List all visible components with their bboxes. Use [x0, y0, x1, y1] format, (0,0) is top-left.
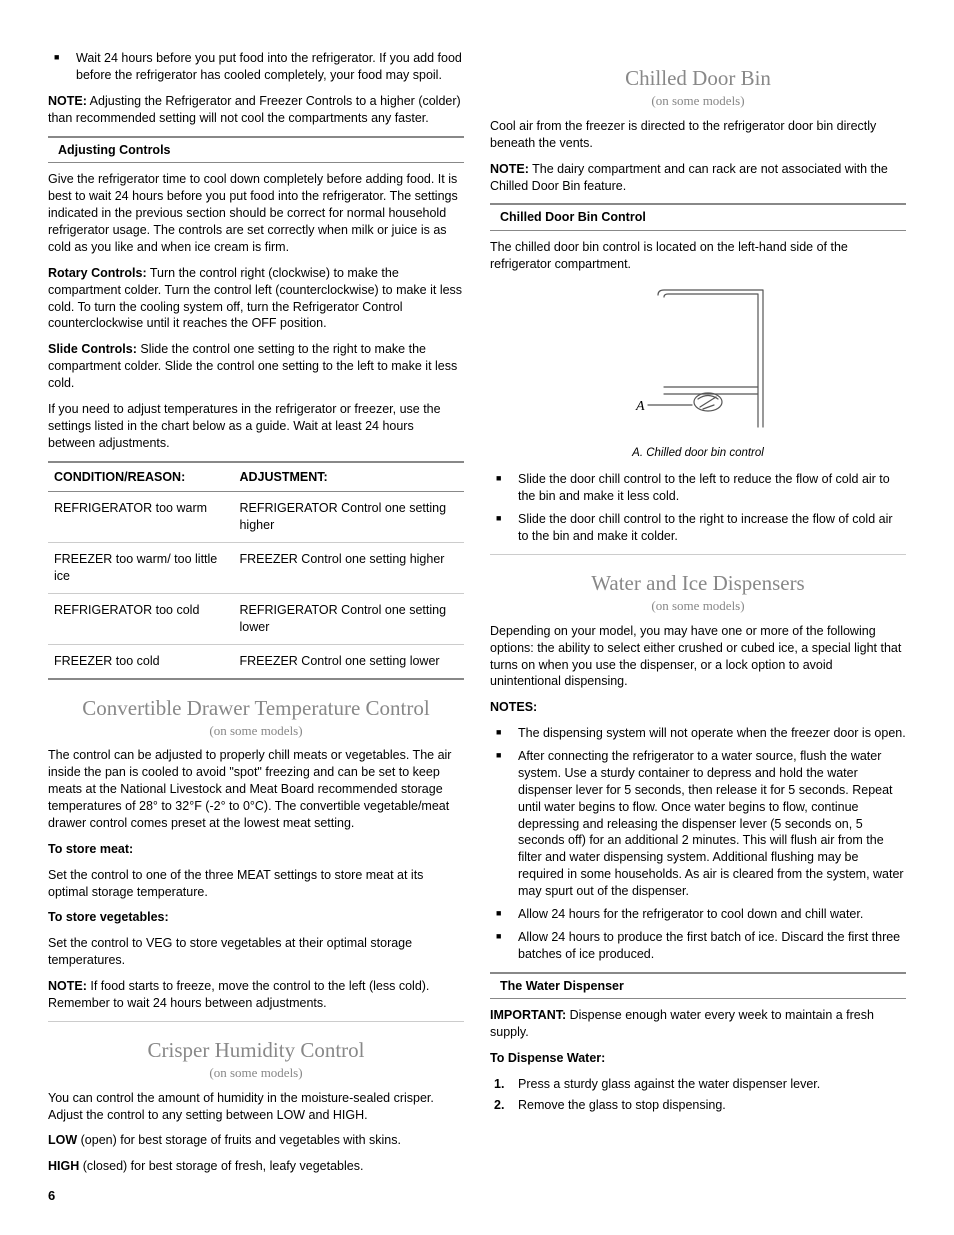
label: Rotary Controls:: [48, 266, 147, 280]
paragraph: NOTE: If food starts to freeze, move the…: [48, 978, 464, 1012]
table-cell: FREEZER too warm/ too little ice: [48, 543, 233, 594]
table-cell: REFRIGERATOR Control one setting lower: [233, 593, 464, 644]
label: Slide Controls:: [48, 342, 137, 356]
figure-caption: A. Chilled door bin control: [490, 446, 906, 462]
table-cell: FREEZER Control one setting higher: [233, 543, 464, 594]
list-item: After connecting the refrigerator to a w…: [490, 748, 906, 900]
list-item: Slide the door chill control to the righ…: [490, 511, 906, 545]
list-item: Slide the door chill control to the left…: [490, 471, 906, 505]
divider: [490, 554, 906, 555]
step-text: Press a sturdy glass against the water d…: [518, 1077, 820, 1091]
figure-label-a: A: [635, 399, 645, 414]
note-label: NOTE:: [490, 162, 529, 176]
paragraph: NOTE: The dairy compartment and can rack…: [490, 161, 906, 195]
table-header: CONDITION/REASON:: [48, 462, 233, 492]
paragraph: Cool air from the freezer is directed to…: [490, 118, 906, 152]
left-column: Wait 24 hours before you put food into t…: [48, 50, 464, 1184]
note-label: NOTE:: [48, 94, 87, 108]
paragraph: Give the refrigerator time to cool down …: [48, 171, 464, 255]
divider: [48, 1021, 464, 1022]
list-item: Allow 24 hours for the refrigerator to c…: [490, 906, 906, 923]
table-header: ADJUSTMENT:: [233, 462, 464, 492]
table-row: REFRIGERATOR too cold REFRIGERATOR Contr…: [48, 593, 464, 644]
note-label: NOTE:: [48, 979, 87, 993]
note-text: Adjusting the Refrigerator and Freezer C…: [48, 94, 461, 125]
section-heading: Convertible Drawer Temperature Control: [48, 694, 464, 722]
paragraph: You can control the amount of humidity i…: [48, 1090, 464, 1124]
list-item: Allow 24 hours to produce the first batc…: [490, 929, 906, 963]
section-subtitle: (on some models): [490, 597, 906, 615]
paragraph: Depending on your model, you may have on…: [490, 623, 906, 691]
label: LOW: [48, 1133, 77, 1147]
section-subtitle: (on some models): [490, 92, 906, 110]
paragraph: Set the control to one of the three MEAT…: [48, 867, 464, 901]
label: To store meat:: [48, 841, 464, 858]
list-item: 2.Remove the glass to stop dispensing.: [490, 1097, 906, 1114]
paragraph: If you need to adjust temperatures in th…: [48, 401, 464, 452]
label: To store vegetables:: [48, 909, 464, 926]
subsection-heading: The Water Dispenser: [490, 974, 906, 1000]
table-cell: FREEZER too cold: [48, 644, 233, 678]
paragraph: Slide Controls: Slide the control one se…: [48, 341, 464, 392]
section-subtitle: (on some models): [48, 722, 464, 740]
paragraph: NOTE: Adjusting the Refrigerator and Fre…: [48, 93, 464, 127]
note-text: The dairy compartment and can rack are n…: [490, 162, 888, 193]
right-column: Chilled Door Bin (on some models) Cool a…: [490, 50, 906, 1184]
paragraph: Set the control to VEG to store vegetabl…: [48, 935, 464, 969]
subsection-heading: Adjusting Controls: [48, 138, 464, 164]
paragraph: Rotary Controls: Turn the control right …: [48, 265, 464, 333]
table-cell: REFRIGERATOR too warm: [48, 492, 233, 543]
label: To Dispense Water:: [490, 1050, 906, 1067]
subsection-heading: Chilled Door Bin Control: [490, 205, 906, 231]
list-item: Wait 24 hours before you put food into t…: [48, 50, 464, 84]
paragraph: The control can be adjusted to properly …: [48, 747, 464, 831]
table-row: REFRIGERATOR too warm REFRIGERATOR Contr…: [48, 492, 464, 543]
step-text: Remove the glass to stop dispensing.: [518, 1098, 726, 1112]
section-subtitle: (on some models): [48, 1064, 464, 1082]
paragraph: HIGH (closed) for best storage of fresh,…: [48, 1158, 464, 1175]
adjustment-table: CONDITION/REASON: ADJUSTMENT: REFRIGERAT…: [48, 461, 464, 680]
table-row: FREEZER too cold FREEZER Control one set…: [48, 644, 464, 678]
table-row: FREEZER too warm/ too little ice FREEZER…: [48, 543, 464, 594]
list-item: 1.Press a sturdy glass against the water…: [490, 1076, 906, 1093]
section-heading: Chilled Door Bin: [490, 64, 906, 92]
page-number: 6: [48, 1187, 55, 1205]
door-bin-diagram: A: [608, 287, 788, 437]
label: HIGH: [48, 1159, 79, 1173]
table-cell: REFRIGERATOR too cold: [48, 593, 233, 644]
text: (open) for best storage of fruits and ve…: [77, 1133, 401, 1147]
list-item: The dispensing system will not operate w…: [490, 725, 906, 742]
section-heading: Crisper Humidity Control: [48, 1036, 464, 1064]
important-label: IMPORTANT:: [490, 1008, 566, 1022]
table-cell: FREEZER Control one setting lower: [233, 644, 464, 678]
notes-label: NOTES:: [490, 699, 906, 716]
text: (closed) for best storage of fresh, leaf…: [79, 1159, 363, 1173]
chilled-door-bin-figure: A A. Chilled door bin control: [490, 287, 906, 461]
paragraph: LOW (open) for best storage of fruits an…: [48, 1132, 464, 1149]
paragraph: The chilled door bin control is located …: [490, 239, 906, 273]
paragraph: IMPORTANT: Dispense enough water every w…: [490, 1007, 906, 1041]
note-text: If food starts to freeze, move the contr…: [48, 979, 429, 1010]
table-cell: REFRIGERATOR Control one setting higher: [233, 492, 464, 543]
section-heading: Water and Ice Dispensers: [490, 569, 906, 597]
